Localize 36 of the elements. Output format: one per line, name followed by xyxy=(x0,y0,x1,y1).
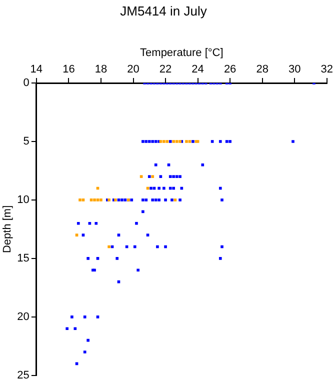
point xyxy=(82,198,85,202)
chart-title: JM5414 in July xyxy=(120,3,208,18)
y-tick-label: 15 xyxy=(17,252,30,264)
y-tick-label: 0 xyxy=(23,77,30,90)
x-tick-label: 26 xyxy=(224,63,236,76)
x-axis-title: Temperature [°C] xyxy=(140,47,224,60)
x-tick-label: 18 xyxy=(94,63,108,76)
x-tick-label: 20 xyxy=(127,63,140,76)
point xyxy=(140,175,143,178)
point xyxy=(188,140,192,143)
x-tick-label: 16 xyxy=(62,63,75,76)
point xyxy=(185,140,188,143)
x-tick-label: 32 xyxy=(320,63,334,76)
point xyxy=(75,234,78,236)
y-tick-label: 5 xyxy=(23,136,30,148)
point xyxy=(100,198,102,202)
x-tick-label: 30 xyxy=(288,63,301,76)
x-tick-label: 22 xyxy=(159,63,172,76)
y-axis-title: Depth [m] xyxy=(2,205,14,254)
point xyxy=(78,198,82,202)
point xyxy=(175,140,178,143)
point xyxy=(96,198,100,202)
point xyxy=(174,198,177,202)
x-tick-label: 14 xyxy=(30,63,43,76)
point xyxy=(93,198,96,202)
point xyxy=(108,245,110,248)
y-tick-label: 10 xyxy=(17,194,30,206)
y-tick-label: 25 xyxy=(17,369,30,382)
point xyxy=(162,140,166,143)
y-tick-label: 20 xyxy=(17,310,30,323)
point xyxy=(166,140,169,143)
x-tick-label: 28 xyxy=(256,63,268,76)
point xyxy=(151,175,154,178)
x-tick-label: 24 xyxy=(192,63,204,76)
point xyxy=(90,198,93,202)
point xyxy=(172,140,176,143)
